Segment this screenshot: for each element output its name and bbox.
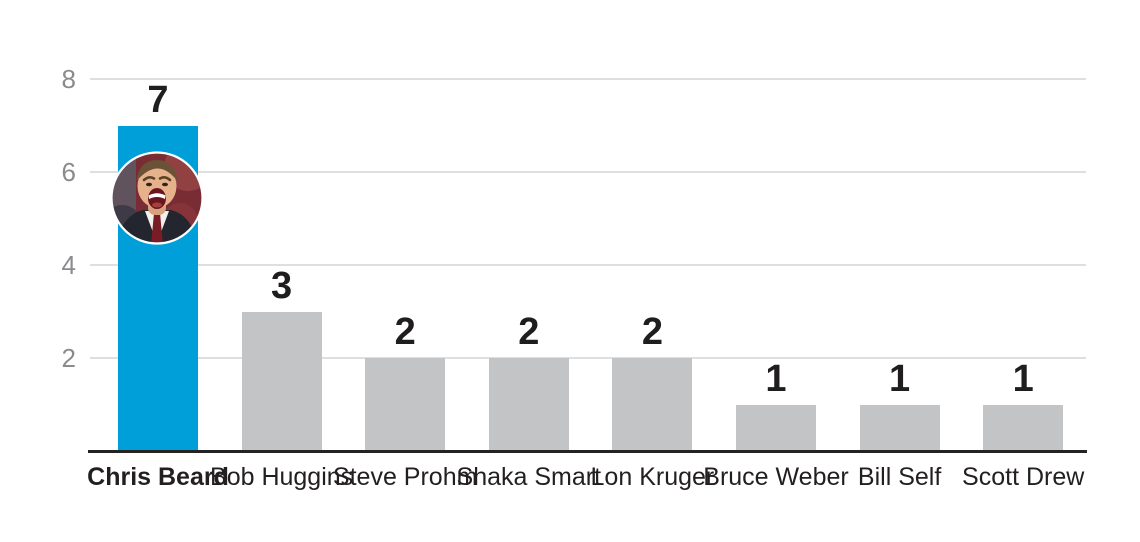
value-label-steve-prohm: 2 (394, 311, 416, 353)
gridline-8 (90, 78, 1086, 80)
value-label-lon-kruger: 2 (641, 311, 663, 353)
category-label-bruce-weber: Bruce Weber (703, 463, 849, 491)
category-label-chris-beard: Chris Beard (87, 463, 229, 491)
category-label-bill-self: Bill Self (857, 463, 942, 491)
gridline-4 (90, 264, 1086, 266)
bar-steve-prohm (365, 358, 446, 451)
y-axis-tick-8: 8 (61, 64, 76, 94)
gridline-2 (90, 357, 1086, 359)
gridline-6 (90, 171, 1086, 173)
value-label-chris-beard: 7 (147, 78, 169, 121)
chris-beard-portrait-svg (110, 151, 204, 245)
chris-beard-portrait-icon (110, 151, 204, 245)
value-label-scott-drew: 1 (1012, 357, 1034, 400)
category-label-lon-kruger: Lon Kruger (590, 463, 715, 491)
value-label-bruce-weber: 1 (765, 357, 787, 400)
value-label-shaka-smart: 2 (518, 311, 540, 353)
x-axis-line (88, 450, 1087, 453)
y-axis-tick-6: 6 (61, 157, 76, 187)
bar-scott-drew (983, 404, 1064, 451)
bar-shaka-smart (488, 358, 569, 451)
bar-bruce-weber (736, 404, 816, 451)
value-label-bob-huggins: 3 (271, 264, 293, 307)
category-label-shaka-smart: Shaka Smart (456, 463, 602, 491)
value-label-bill-self: 1 (889, 357, 911, 400)
y-axis-tick-2: 2 (61, 343, 76, 373)
bar-bob-huggins (241, 311, 322, 451)
category-label-bob-huggins: Bob Huggins (210, 463, 354, 491)
y-axis-tick-4: 4 (61, 250, 76, 280)
bar-lon-kruger (612, 358, 693, 451)
category-label-steve-prohm: Steve Prohm (332, 463, 478, 491)
bar-bill-self (859, 404, 940, 451)
category-label-scott-drew: Scott Drew (962, 463, 1085, 491)
